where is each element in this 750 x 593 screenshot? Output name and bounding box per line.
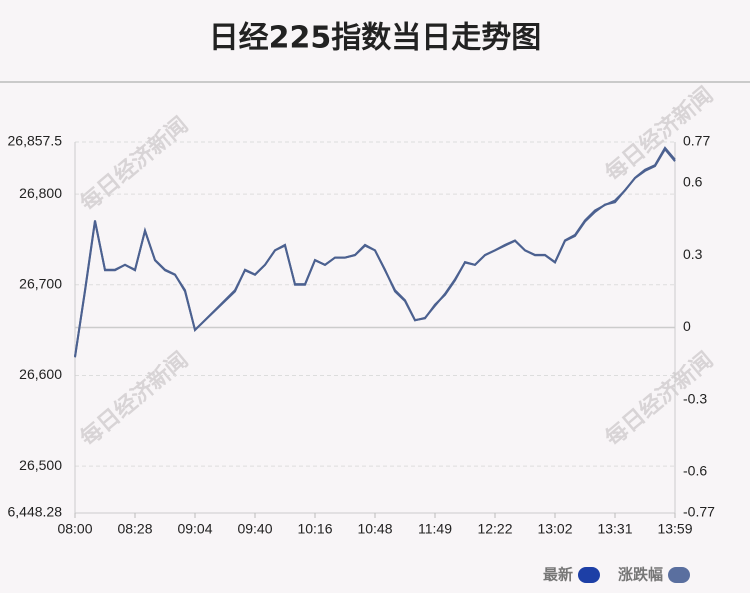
x-tick-label: 13:02 [537, 521, 572, 537]
series-line [74, 146, 676, 358]
y2-tick-label: 0.6 [683, 174, 703, 190]
y2-tick-label: 0.77 [683, 133, 710, 149]
y-tick-label: 26,500 [19, 457, 62, 473]
legend-label: 涨跌幅 [618, 566, 663, 584]
watermark: 每日经济新闻 [75, 112, 193, 217]
x-tick-label: 09:40 [237, 521, 272, 537]
legend-swatch [577, 567, 600, 583]
legend-label: 最新 [543, 566, 573, 584]
legend-swatch [668, 567, 690, 583]
x-tick-label: 10:48 [357, 521, 392, 537]
x-tick-label: 09:04 [177, 521, 212, 537]
series-line [74, 147, 676, 357]
x-tick-label: 13:59 [657, 521, 692, 537]
y2-tick-label: -0.3 [683, 390, 707, 406]
y-tick-label: 26,600 [19, 366, 62, 382]
x-tick-label: 08:28 [117, 521, 152, 537]
y-tick-label: 26,700 [19, 275, 62, 291]
y-tick-label: 26,800 [19, 185, 62, 201]
x-tick-label: 11:49 [418, 521, 452, 537]
chart-title: 日经225指数当日走势图 [209, 21, 542, 56]
y2-tick-label: 0 [683, 318, 691, 334]
y-tick-label: 26,857.5 [8, 133, 63, 149]
y2-tick-label: 0.3 [683, 246, 703, 262]
y2-tick-label: -0.77 [683, 504, 715, 520]
y2-tick-label: -0.6 [683, 463, 707, 479]
x-tick-label: 10:16 [297, 521, 332, 537]
watermark: 每日经济新闻 [75, 347, 193, 452]
x-tick-label: 08:00 [57, 521, 92, 537]
y-tick-label: 6,448.28 [8, 504, 63, 520]
x-tick-label: 12:22 [477, 521, 512, 537]
x-tick-label: 13:31 [597, 521, 632, 537]
